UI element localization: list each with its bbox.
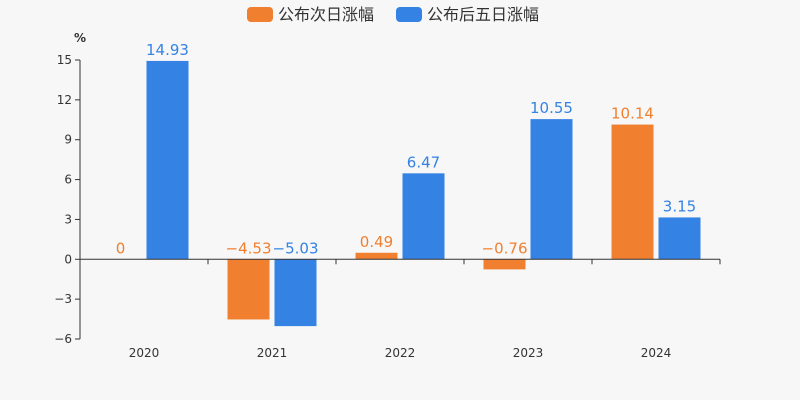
data-label-series-1-2022: 6.47 [407, 153, 440, 171]
y-tick-label: 12 [57, 93, 72, 107]
legend[interactable]: 公布次日涨幅 公布后五日涨幅 [247, 5, 539, 24]
legend-item-series-0[interactable]: 公布次日涨幅 [247, 5, 374, 24]
x-tick-label: 2023 [513, 346, 544, 360]
legend-label-series-0: 公布次日涨幅 [278, 5, 374, 24]
data-label-series-0-2023: −0.76 [482, 239, 528, 257]
data-label-series-1-2024: 3.15 [663, 197, 696, 215]
x-tick-label: 2024 [641, 346, 672, 360]
y-tick-label: 3 [64, 212, 72, 226]
data-label-series-1-2023: 10.55 [530, 99, 573, 117]
bar-series-0-2022 [355, 252, 398, 260]
bar-series-0-2021 [227, 259, 270, 320]
x-tick-label: 2020 [129, 346, 160, 360]
bar-series-1-2020 [146, 60, 189, 260]
y-tick-label: 15 [57, 53, 72, 67]
x-tick-label: 2022 [385, 346, 416, 360]
bar-series-1-2021 [274, 259, 317, 327]
bar-series-1-2023 [530, 119, 573, 260]
y-tick-label: −6 [54, 332, 72, 346]
bars: 0 14.93 −4.53 −5.03 0.49 6.47 −0.76 10.55 10.14 3… [116, 41, 701, 327]
legend-swatch-series-1 [396, 7, 422, 22]
y-axis-unit: % [74, 31, 86, 45]
y-axis: 15 12 9 6 3 0 −3 −6 [54, 53, 81, 346]
y-tick-label: 0 [64, 252, 72, 266]
data-label-series-0-2020: 0 [116, 239, 126, 257]
y-tick-label: −3 [54, 292, 72, 306]
y-tick-label: 6 [64, 173, 72, 187]
x-axis: 2020 2021 2022 2023 2024 [79, 258, 721, 360]
y-tick-label: 9 [64, 133, 72, 147]
data-label-series-1-2021: −5.03 [273, 239, 319, 257]
data-label-series-0-2022: 0.49 [360, 233, 393, 251]
bar-series-1-2022 [402, 173, 445, 260]
data-label-series-0-2024: 10.14 [611, 105, 654, 123]
legend-label-series-1: 公布后五日涨幅 [427, 5, 539, 24]
data-label-series-1-2020: 14.93 [146, 41, 189, 59]
bar-series-0-2024 [611, 124, 654, 260]
x-tick-label: 2021 [257, 346, 288, 360]
data-label-series-0-2021: −4.53 [226, 239, 272, 257]
legend-swatch-series-0 [247, 7, 273, 22]
bar-series-0-2023 [483, 259, 526, 270]
bar-series-1-2024 [658, 217, 701, 260]
legend-item-series-1[interactable]: 公布后五日涨幅 [396, 5, 539, 24]
